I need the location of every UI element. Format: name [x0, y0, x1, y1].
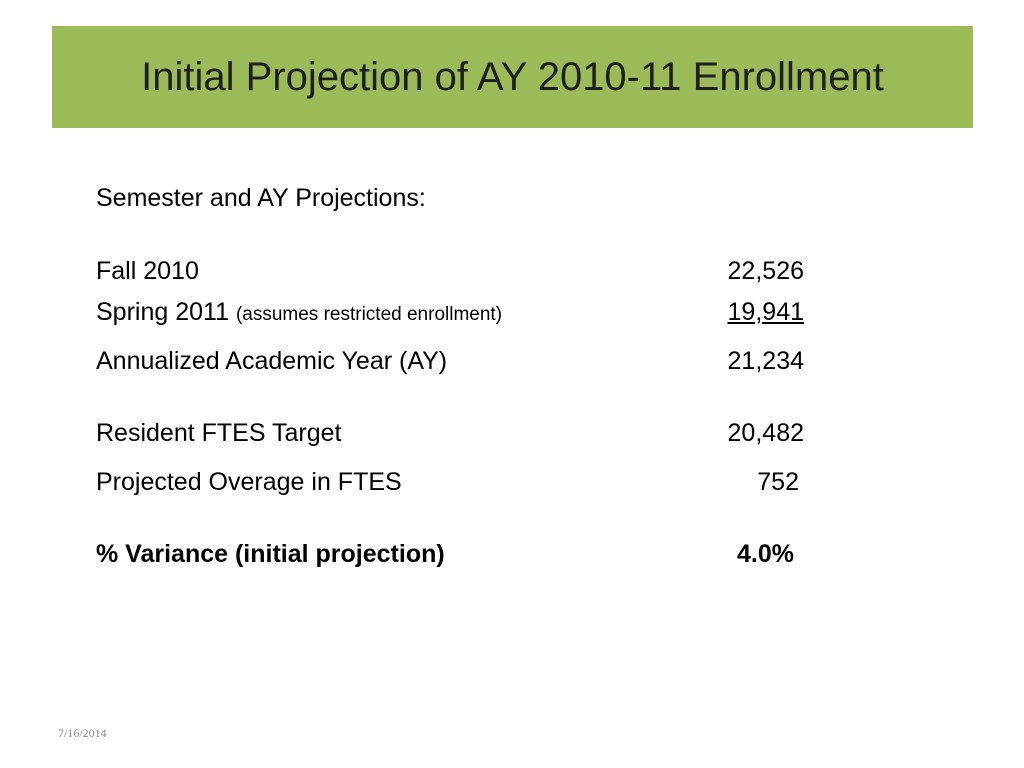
row-resident-ftes-target: Resident FTES Target 20,482: [96, 418, 804, 448]
row-value: 4.0%: [737, 540, 794, 568]
row-spring-2011: Spring 2011 (assumes restricted enrollme…: [96, 297, 804, 327]
title-bar: Initial Projection of AY 2010-11 Enrollm…: [52, 26, 973, 128]
row-label: Annualized Academic Year (AY): [96, 347, 448, 375]
row-value: 752: [757, 468, 799, 496]
row-annualized-ay: Annualized Academic Year (AY) 21,234: [96, 346, 804, 376]
section-heading: Semester and AY Projections:: [96, 184, 426, 212]
footer-date: 7/16/2014: [58, 726, 107, 740]
row-label: Spring 2011: [96, 298, 229, 326]
row-value: 22,526: [727, 257, 804, 285]
row-fall-2010: Fall 2010 22,526: [96, 256, 804, 286]
slide-title: Initial Projection of AY 2010-11 Enrollm…: [141, 54, 884, 99]
row-label: % Variance (initial projection): [96, 540, 445, 568]
row-value: 20,482: [727, 419, 804, 447]
row-value: 21,234: [727, 347, 804, 375]
row-label: Resident FTES Target: [96, 419, 342, 447]
row-label: Projected Overage in FTES: [96, 468, 402, 496]
row-label: Fall 2010: [96, 257, 199, 285]
row-projected-overage: Projected Overage in FTES 752: [96, 467, 799, 497]
row-label-group: Spring 2011 (assumes restricted enrollme…: [96, 297, 502, 330]
row-note: (assumes restricted enrollment): [235, 304, 503, 325]
row-value: 19,941: [727, 298, 804, 326]
slide-content: Semester and AY Projections: Fall 2010 2…: [96, 0, 836, 768]
row-variance: % Variance (initial projection) 4.0%: [96, 539, 794, 569]
